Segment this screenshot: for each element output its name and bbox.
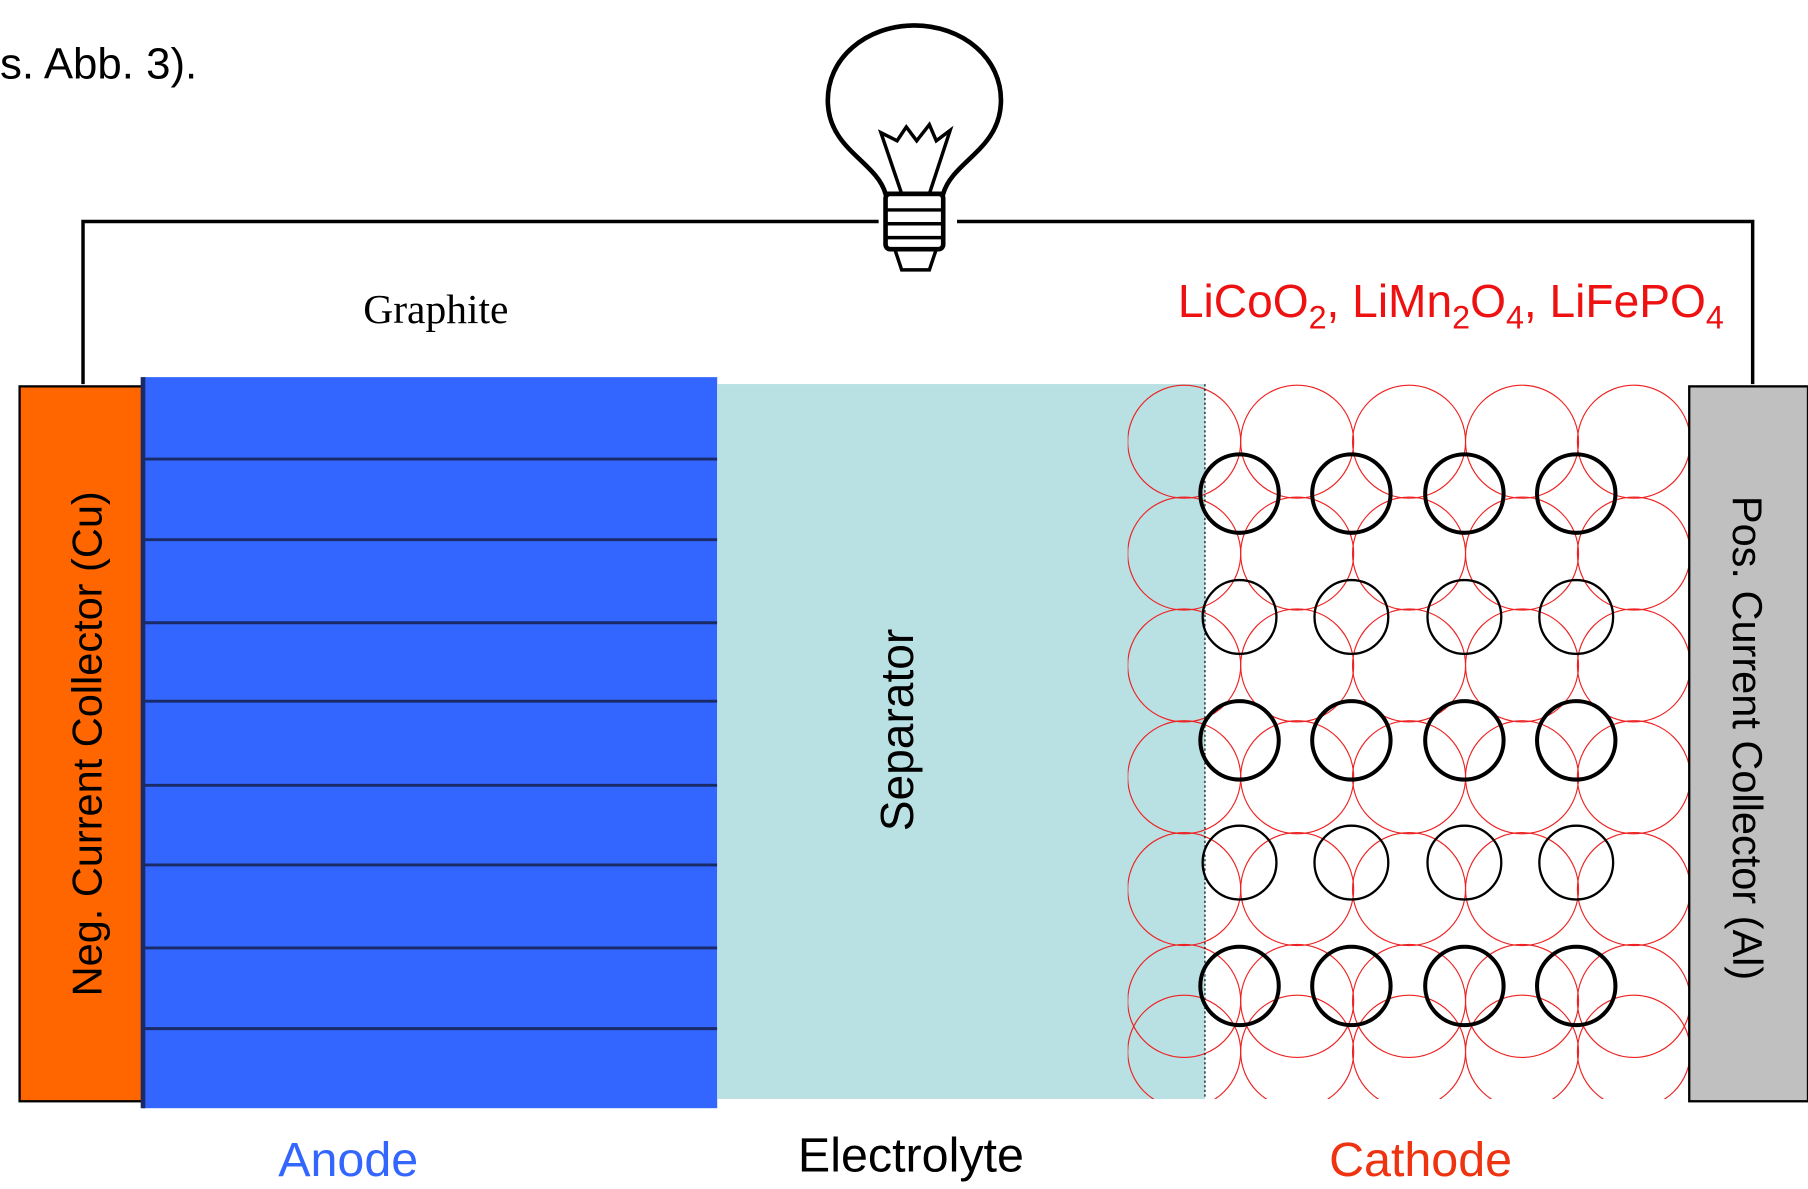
particle [1240,496,1355,611]
ion [1535,452,1618,535]
ion [1313,578,1390,656]
particle [1240,720,1355,835]
ion [1313,824,1390,901]
ion [1201,824,1278,901]
anode [142,377,718,1109]
particle [1240,608,1355,723]
particle [1576,608,1690,723]
particle [1576,720,1690,835]
cathode-particles [1127,384,1690,1099]
caption: s. Abb. 3). [0,40,197,89]
graphite-layers [142,457,718,1031]
particle [1576,994,1690,1099]
cathode-materials: LiCoO2, LiMn2O4, LiFePO4 [1178,275,1724,336]
particle [1351,496,1467,611]
particle [1240,994,1355,1099]
wire [957,219,1755,385]
particle [1351,832,1467,947]
electrolyte-label: Electrolyte [798,1129,1024,1183]
particle [1464,943,1580,1059]
subscript: 2 [1309,300,1327,336]
positive-collector-label: Pos. Current Collector (Al) [1724,496,1771,980]
particle [1464,832,1580,947]
formula-text: LiFePO [1550,275,1706,327]
particle [1351,994,1467,1099]
lithium-ions [1198,452,1618,1028]
wire [81,219,879,385]
light-bulb [825,23,1004,272]
subscript: 2 [1452,300,1470,336]
particle [1240,943,1355,1059]
particle [1464,608,1580,723]
ion [1535,699,1618,782]
cathode-label: Cathode [1329,1133,1512,1187]
ion [1423,944,1506,1028]
ion [1426,824,1503,901]
particle [1351,943,1467,1059]
formula-text: LiCoO [1178,275,1309,327]
particle [1576,384,1690,499]
separator-label: Separator [871,629,923,832]
negative-collector [18,385,145,1103]
ion [1535,944,1618,1028]
ion [1198,699,1281,782]
ion [1423,699,1506,782]
negative-collector-label: Neg. Current Collector (Cu) [63,491,110,996]
ion [1310,699,1393,782]
anode-material: Graphite [363,286,508,332]
particle [1240,384,1355,499]
particle [1576,832,1690,947]
ion [1198,452,1281,535]
formula-text: LiMn [1352,275,1452,327]
ion [1310,944,1393,1028]
formula-text: O [1470,275,1506,327]
subscript: 4 [1706,300,1724,336]
particle [1576,496,1690,611]
subscript: 4 [1506,300,1524,336]
particle [1240,832,1355,947]
particle [1464,994,1580,1099]
ion [1538,578,1615,656]
separator [717,384,1205,1099]
ion [1423,452,1506,535]
particle [1351,384,1467,499]
ion [1201,578,1278,656]
ion [1198,944,1281,1028]
ion [1538,824,1615,901]
separator-text: , [1524,275,1550,327]
ion [1426,578,1503,656]
particle [1464,384,1580,499]
particle [1464,496,1580,611]
separator-text: , [1327,275,1353,327]
ion [1310,452,1393,535]
anode-label: Anode [278,1133,418,1187]
positive-collector [1688,385,1808,1103]
particle [1576,943,1690,1059]
particle [1464,720,1580,835]
